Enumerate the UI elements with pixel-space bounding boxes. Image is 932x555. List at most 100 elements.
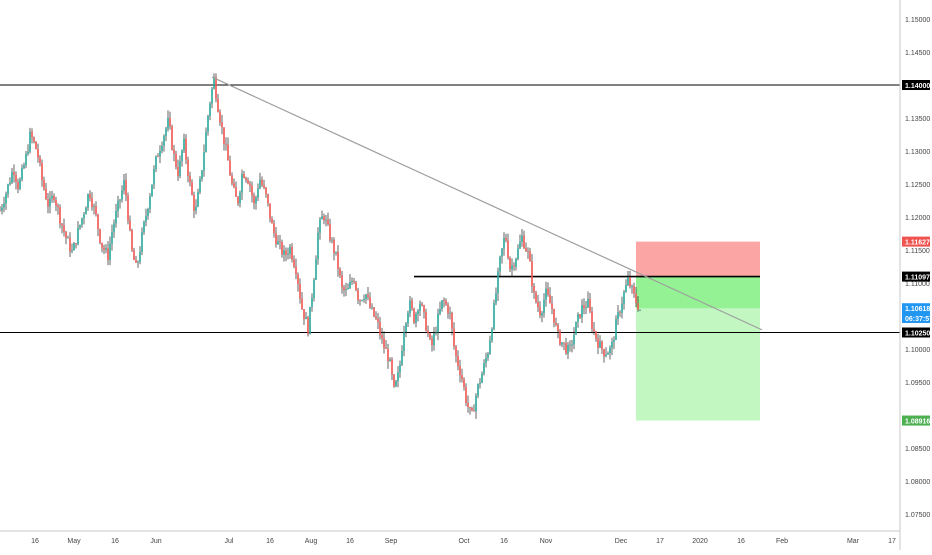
x-tick-label: Feb — [776, 538, 788, 545]
y-tick-label: 1.10000 — [905, 347, 930, 354]
candle-body — [23, 165, 25, 168]
candle-body — [445, 300, 447, 305]
candle-body — [103, 247, 105, 250]
candle-body — [153, 168, 155, 185]
candle-body — [221, 122, 223, 128]
candle-body — [45, 188, 47, 200]
candle-body — [535, 292, 537, 302]
candle-body — [99, 229, 101, 243]
candle-body — [383, 338, 385, 348]
candle-body — [589, 298, 591, 312]
candle-body — [341, 275, 343, 288]
x-tick-label: Nov — [540, 538, 553, 545]
candle-body — [323, 216, 325, 221]
candle-body — [391, 359, 393, 375]
candle-body — [151, 184, 153, 197]
candle-body — [299, 284, 301, 299]
candle-body — [337, 251, 339, 269]
candle-body — [9, 182, 11, 185]
candle-body — [601, 341, 603, 350]
candles — [0, 73, 641, 419]
candle-body — [489, 340, 491, 354]
candle-body — [335, 251, 337, 254]
position-zones — [636, 241, 760, 421]
candle-body — [547, 288, 549, 295]
candle-body — [429, 333, 431, 339]
candle-body — [629, 277, 631, 287]
candle-body — [273, 223, 275, 234]
candle-body — [605, 354, 607, 357]
price-label: 06:37:57 — [905, 316, 932, 323]
candle-body — [367, 294, 369, 298]
candle-body — [523, 235, 525, 248]
candle-body — [573, 334, 575, 345]
candle-body — [519, 241, 521, 249]
candle-body — [599, 341, 601, 348]
candle-body — [423, 305, 425, 313]
candle-body — [243, 173, 245, 178]
stop-loss-zone — [636, 241, 760, 277]
y-tick-label: 1.08000 — [905, 479, 930, 486]
candle-body — [559, 331, 561, 345]
candle-body — [217, 98, 219, 112]
candle-body — [75, 243, 77, 245]
candle-body — [141, 232, 143, 252]
candle-body — [615, 319, 617, 340]
y-tick-label: 1.12500 — [905, 182, 930, 189]
candle-body — [505, 237, 507, 241]
candle-body — [1, 207, 3, 211]
candle-body — [43, 180, 45, 189]
candle-body — [409, 300, 411, 314]
candle-body — [295, 266, 297, 275]
candle-body — [87, 194, 89, 208]
candle-body — [431, 338, 433, 346]
candle-body — [553, 308, 555, 323]
candle-body — [507, 240, 509, 258]
x-tick-label: Jun — [150, 538, 161, 545]
candle-body — [275, 233, 277, 245]
candle-body — [355, 282, 357, 291]
x-tick-label: Jul — [225, 538, 234, 545]
candle-body — [631, 285, 633, 287]
candle-body — [25, 153, 27, 166]
candle-body — [91, 198, 93, 208]
candle-body — [15, 174, 17, 182]
y-tick-label: 1.13500 — [905, 116, 930, 123]
candle-body — [165, 128, 167, 137]
candle-body — [111, 232, 113, 244]
y-tick-label: 1.09500 — [905, 380, 930, 387]
candle-body — [241, 173, 243, 193]
candle-body — [623, 291, 625, 304]
candle-body — [475, 395, 477, 412]
candle-body — [97, 214, 99, 230]
candle-body — [585, 307, 587, 309]
candle-body — [555, 322, 557, 325]
candle-body — [635, 293, 637, 304]
candle-body — [371, 307, 373, 309]
time-axis[interactable]: 16 May 16 Jun Jul 16 Aug 16 Sep Oct 16 Nov Dec 17 2020… — [31, 538, 896, 545]
candle-body — [413, 308, 415, 323]
candle-body — [349, 282, 351, 289]
candle-body — [17, 181, 19, 189]
candle-body — [215, 77, 217, 99]
candle-body — [181, 150, 183, 162]
candle-body — [343, 287, 345, 291]
candle-body — [459, 365, 461, 376]
candle-body — [357, 290, 359, 301]
candle-body — [465, 387, 467, 403]
candle-body — [379, 322, 381, 336]
candle-body — [125, 180, 127, 196]
candle-body — [169, 117, 171, 127]
candle-body — [115, 211, 117, 224]
candle-body — [485, 357, 487, 364]
candle-body — [59, 207, 61, 224]
candle-body — [621, 303, 623, 313]
candle-body — [419, 303, 421, 311]
candle-body — [171, 126, 173, 150]
candle-body — [289, 246, 291, 254]
candle-body — [313, 279, 315, 298]
price-axis[interactable]: 1.15000 1.14500 1.13500 1.13000 1.12500 1.120… — [905, 17, 930, 519]
candle-body — [317, 232, 319, 260]
candle-body — [481, 373, 483, 383]
